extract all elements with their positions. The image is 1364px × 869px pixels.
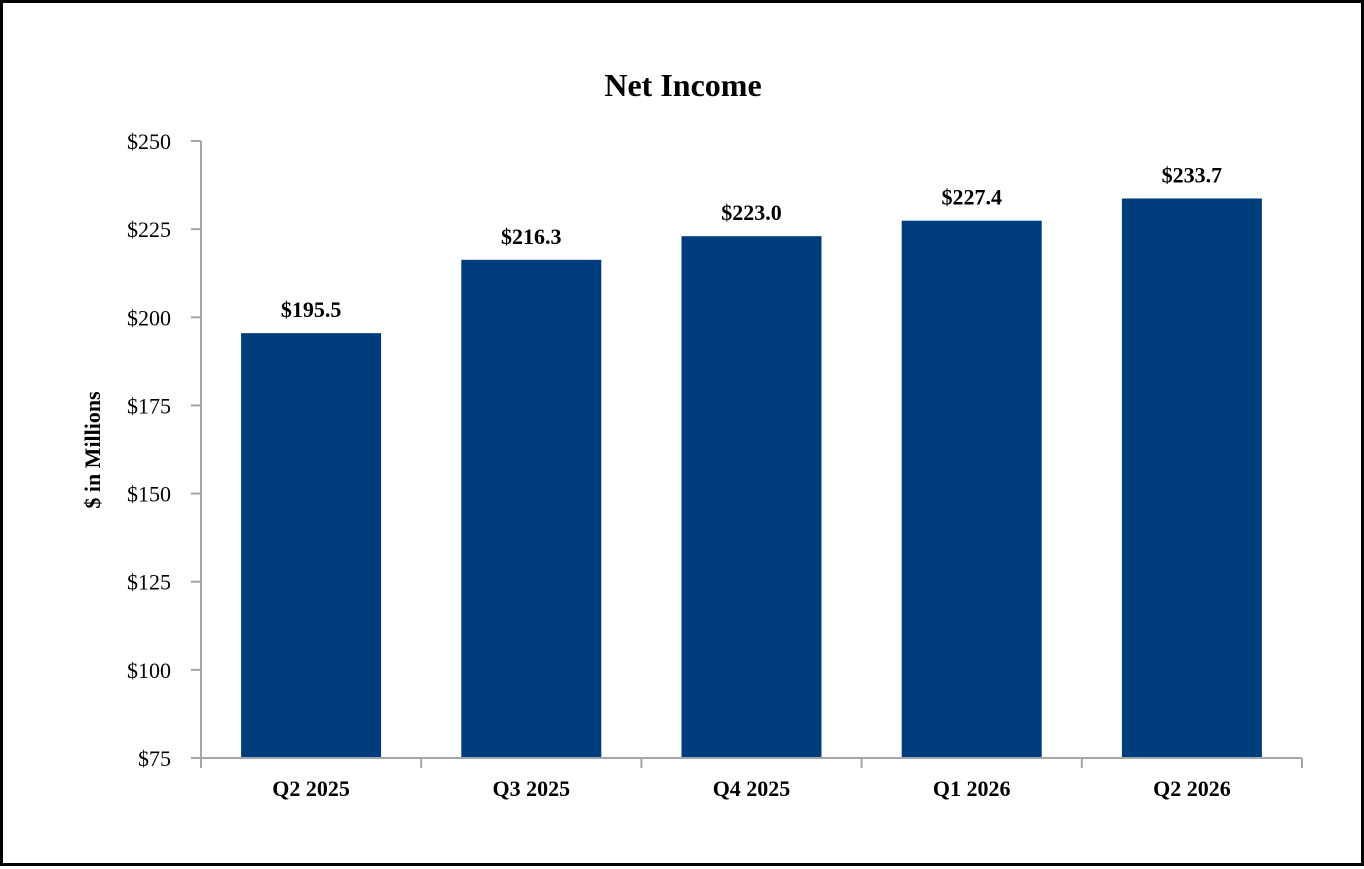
y-tick-label: $200 bbox=[127, 305, 171, 330]
bar-data-label: $216.3 bbox=[501, 224, 562, 249]
y-tick-label: $250 bbox=[127, 129, 171, 154]
bar bbox=[461, 259, 602, 758]
bar bbox=[1121, 198, 1262, 759]
x-tick-label: Q3 2025 bbox=[492, 776, 570, 801]
x-tick-label: Q2 2025 bbox=[272, 776, 350, 801]
bar-data-label: $227.4 bbox=[941, 185, 1002, 210]
chart-title: Net Income bbox=[604, 67, 761, 103]
bar-data-label: $195.5 bbox=[281, 297, 342, 322]
y-tick-label: $125 bbox=[127, 570, 171, 595]
bar-data-label: $223.0 bbox=[721, 200, 782, 225]
bars-group: $195.5 $216.3 $223.0 $227.4 $233.7 bbox=[241, 162, 1262, 759]
x-tick-label: Q4 2025 bbox=[713, 776, 791, 801]
y-axis-label: $ in Millions bbox=[80, 391, 105, 509]
x-axis-ticks: Q2 2025 Q3 2025 Q4 2025 Q1 2026 Q2 2026 bbox=[200, 758, 1303, 801]
x-tick-label: Q2 2026 bbox=[1153, 776, 1231, 801]
bar bbox=[901, 220, 1042, 758]
y-tick-label: $150 bbox=[127, 482, 171, 507]
bar bbox=[681, 236, 822, 759]
y-tick-label: $225 bbox=[127, 217, 171, 242]
y-tick-label: $75 bbox=[138, 746, 171, 771]
y-tick-label: $175 bbox=[127, 393, 171, 418]
bar-data-label: $233.7 bbox=[1162, 162, 1223, 187]
y-axis-ticks: $75 $100 $125 $150 $175 $200 $225 $250 bbox=[127, 129, 201, 771]
bar bbox=[241, 333, 382, 758]
x-tick-label: Q1 2026 bbox=[933, 776, 1011, 801]
y-tick-label: $100 bbox=[127, 658, 171, 683]
chart-svg: Net Income $ in Millions $75 $100 $125 $150… bbox=[80, 67, 1303, 801]
